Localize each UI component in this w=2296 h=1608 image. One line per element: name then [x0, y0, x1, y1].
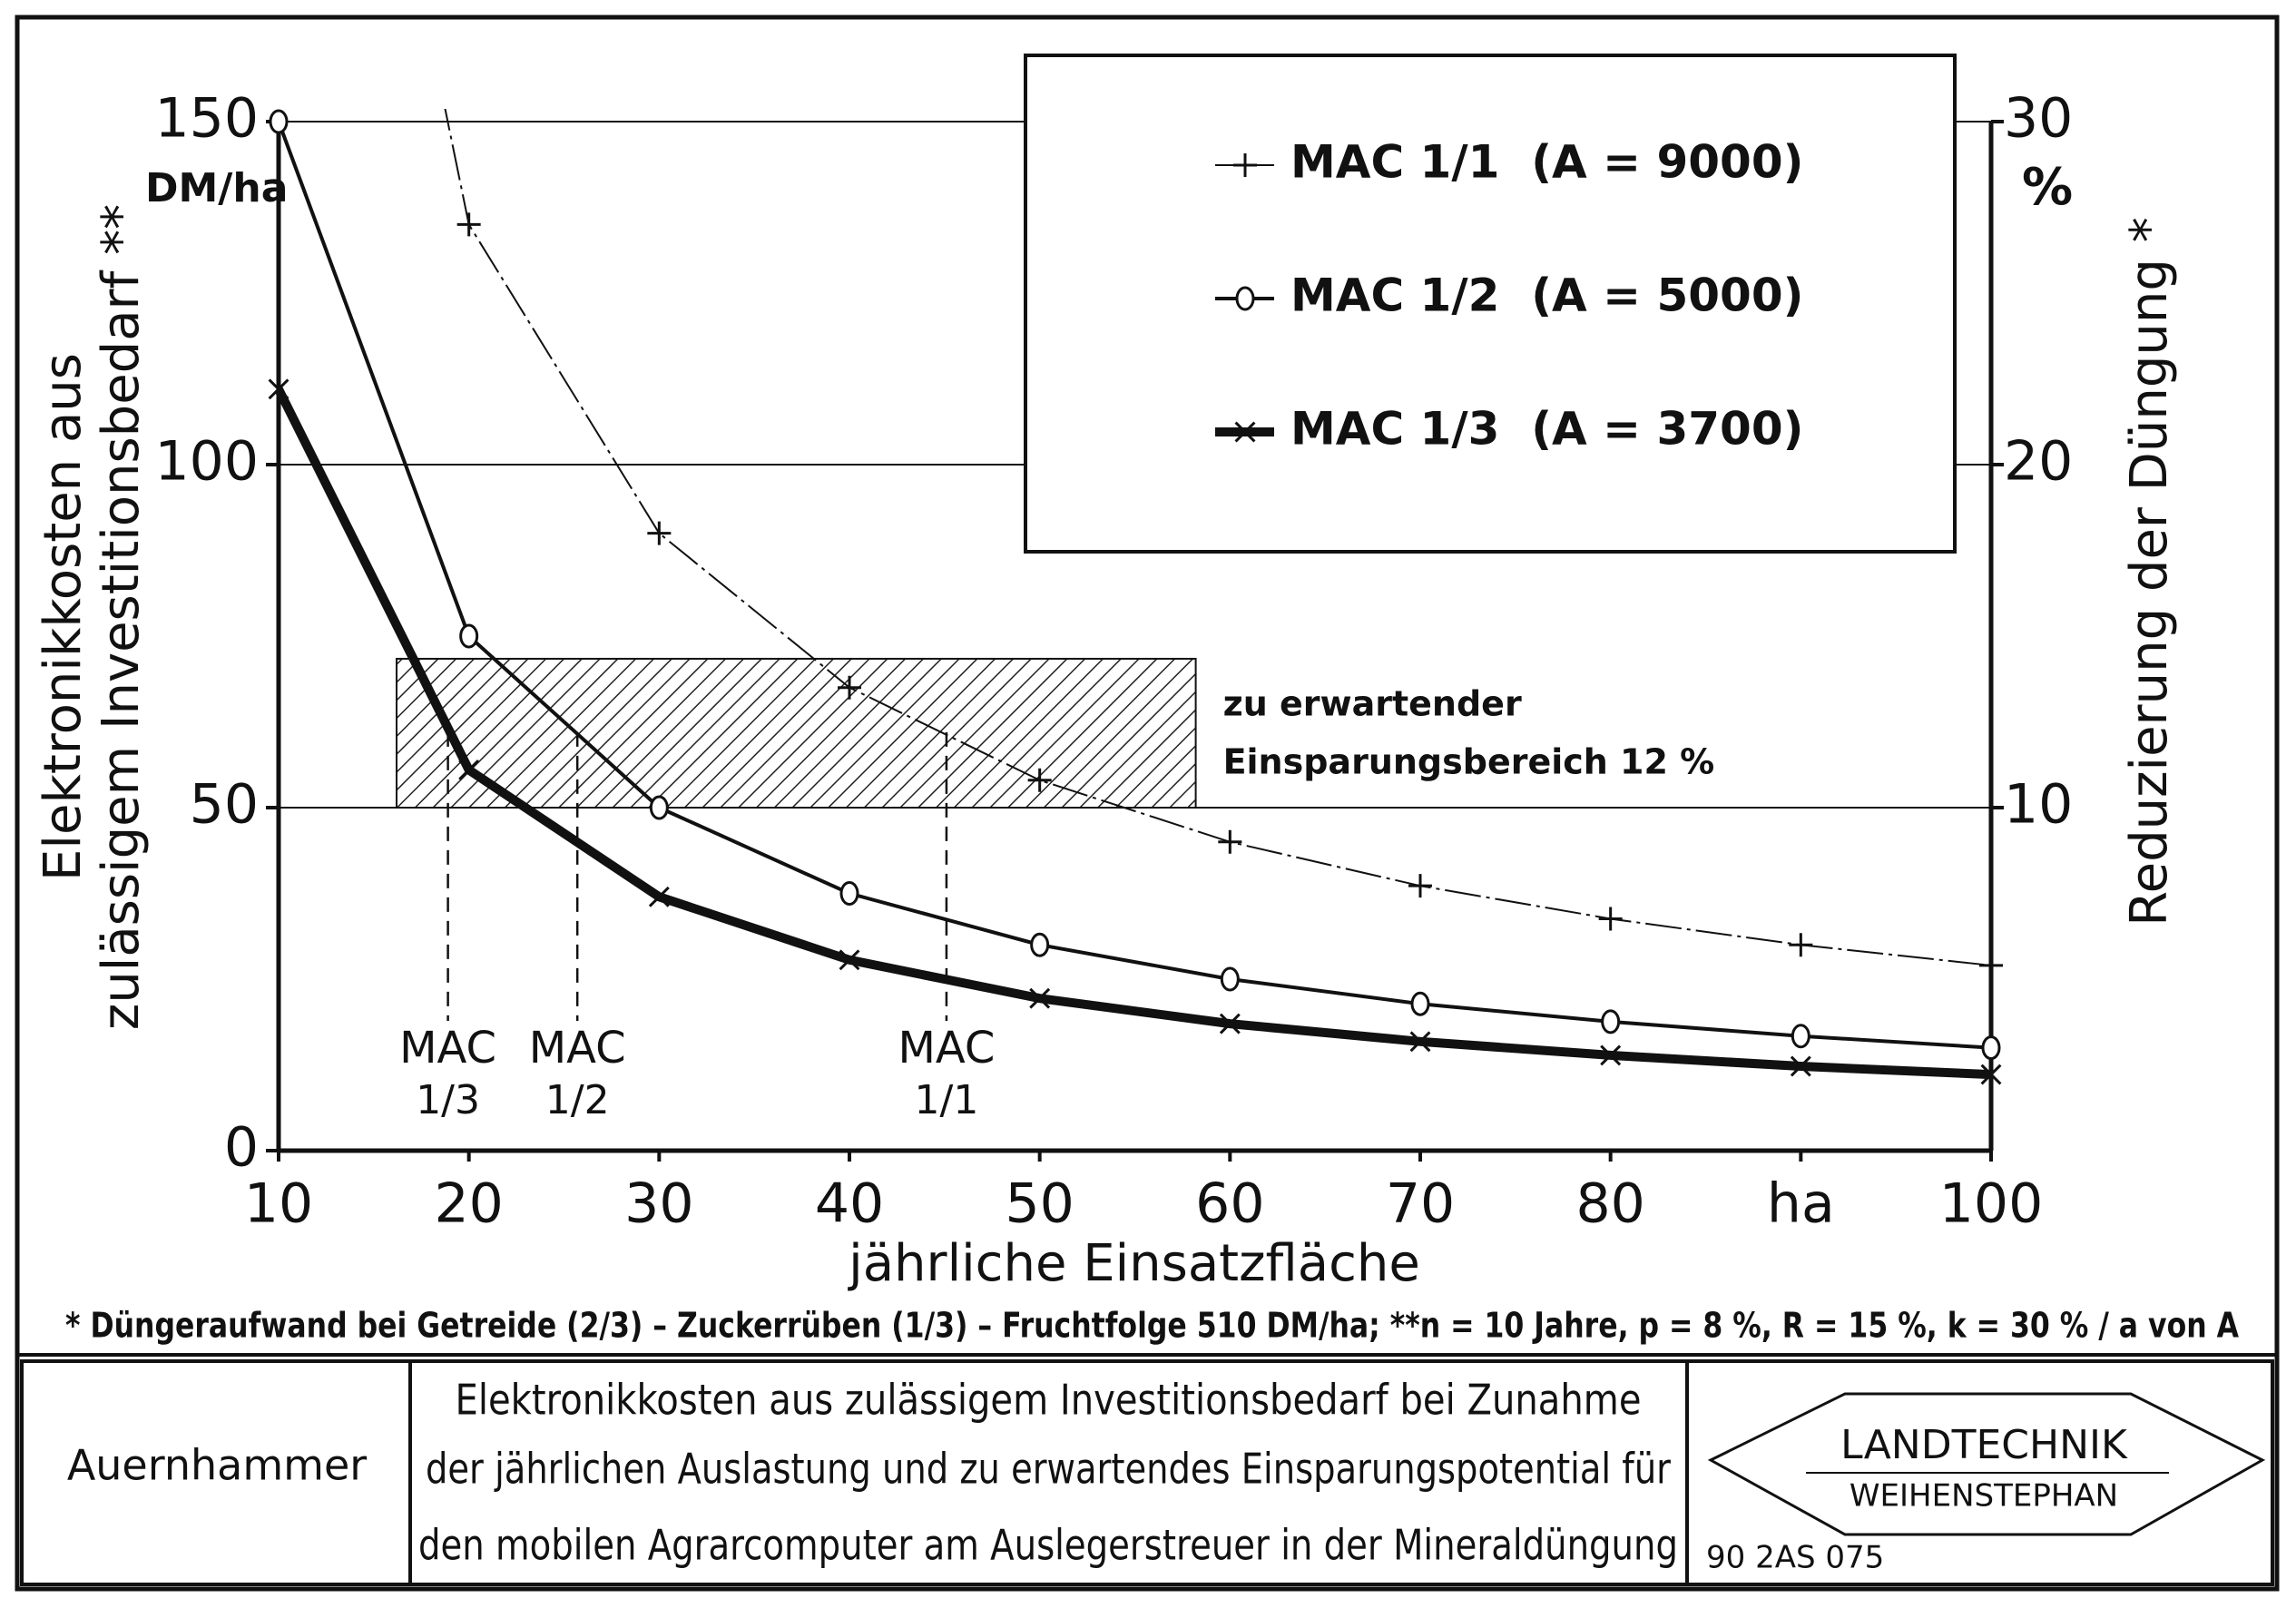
y-axis-label: zulässigem Investitionsbedarf **: [92, 204, 151, 1030]
data-point: [458, 759, 480, 780]
threshold-label: 1/1: [915, 1077, 979, 1123]
y2-tick-label: 10: [2004, 773, 2073, 837]
region-label: Einsparungsbereich 12 %: [1223, 741, 1715, 781]
x-tick-label: 50: [1005, 1172, 1074, 1236]
data-point: [1601, 1009, 1621, 1034]
plot: 0 50 100 150 10 20 30 10 20 30 40 50 60 70 80 ha 100 zu e…: [154, 54, 2073, 1236]
code: 90 2AS 075: [1706, 1540, 1884, 1576]
data-point: [1027, 768, 1052, 792]
series-line: [274, 387, 1992, 1080]
data-point: [1218, 829, 1242, 854]
y2-tick-label: 20: [2004, 430, 2073, 494]
x-tick-label: 100: [1939, 1172, 2044, 1236]
series-line: [277, 121, 1992, 1050]
series-area: [268, 109, 2003, 1085]
x-tick-label: 10: [244, 1172, 313, 1236]
data-point: [1030, 932, 1050, 957]
region-label: zu erwartender: [1223, 683, 1522, 723]
logo-shape: [1707, 1392, 2266, 1536]
x-tick-label: 70: [1386, 1172, 1455, 1236]
data-point: [1600, 1044, 1622, 1066]
y-tick-label: 0: [224, 1116, 259, 1180]
x-tick-label: 40: [815, 1172, 884, 1236]
data-point: [647, 521, 672, 545]
y2-unit: %: [2022, 158, 2073, 217]
legend-label: MAC 1/3 (A = 3700): [1290, 403, 1803, 456]
footnote: * Düngeraufwand bei Getreide (2/3) – Zuc…: [65, 1306, 2239, 1346]
x-tick-label: 60: [1195, 1172, 1264, 1236]
y-tick-label: 50: [190, 773, 259, 837]
threshold-label: 1/2: [545, 1077, 610, 1123]
data-point: [268, 378, 289, 400]
title-line: den mobilen Agrarcomputer am Auslegerstr…: [418, 1521, 1678, 1570]
data-point: [1219, 1013, 1241, 1034]
legend-marker: [1235, 286, 1255, 311]
y-unit: DM/ha: [145, 165, 288, 211]
author: Auernhammer: [67, 1441, 367, 1490]
data-point: [456, 212, 481, 237]
y2-tick-label: 30: [2004, 87, 2073, 151]
x-tick-label: 80: [1575, 1172, 1644, 1236]
threshold-label: MAC: [898, 1023, 995, 1074]
data-point: [1791, 1024, 1810, 1049]
title-block-frame: [20, 1359, 2274, 1586]
data-point: [1979, 953, 2003, 977]
legend-marker: [1233, 153, 1257, 177]
threshold-label: 1/3: [416, 1077, 480, 1123]
legend-marker: [1234, 421, 1256, 443]
data-point: [1790, 1055, 1811, 1077]
x-tick-label: 20: [434, 1172, 503, 1236]
legend: MAC 1/1 (A = 9000) MAC 1/2 (A = 5000) MAC …: [1024, 54, 1957, 554]
data-point: [649, 795, 669, 820]
logo-text: WEIHENSTEPHAN: [1850, 1478, 2118, 1515]
y-axis-label: Elektronikkosten aus: [34, 353, 93, 881]
y-tick-label: 150: [154, 87, 259, 151]
data-point: [839, 881, 859, 906]
y-tick-label: 100: [154, 430, 259, 494]
outer-frame: [15, 15, 2280, 1592]
legend-box: [1024, 54, 1957, 554]
threshold-label: MAC: [399, 1023, 496, 1074]
data-point: [1410, 991, 1430, 1016]
data-point: [1029, 987, 1051, 1009]
data-point: [1981, 1035, 2001, 1061]
x-axis-label: jährliche Einsatzfläche: [847, 1234, 1420, 1293]
x-tick-label: ha: [1767, 1172, 1835, 1236]
data-point: [1408, 874, 1432, 898]
data-point: [839, 949, 860, 971]
y2-axis-label: Reduzierung der Düngung *: [2120, 217, 2179, 926]
threshold-label: MAC: [529, 1023, 626, 1074]
data-point: [1789, 933, 1813, 957]
data-point: [1220, 966, 1240, 992]
x-tick-label: 30: [624, 1172, 693, 1236]
data-point: [648, 886, 670, 907]
legend-label: MAC 1/2 (A = 5000): [1290, 270, 1803, 322]
title-line: der jährlichen Auslastung und zu erwarte…: [426, 1445, 1671, 1494]
logo-text: LANDTECHNIK: [1840, 1422, 2128, 1468]
title-line: Elektronikkosten aus zulässigem Investit…: [456, 1376, 1642, 1425]
data-point: [1409, 1031, 1431, 1053]
data-point: [838, 675, 861, 700]
data-point: [1598, 907, 1623, 931]
legend-label: MAC 1/1 (A = 9000): [1290, 136, 1803, 189]
data-point: [269, 109, 289, 134]
shaded-region: [395, 657, 1197, 809]
series-line: [444, 109, 1992, 966]
data-point: [1980, 1064, 2002, 1085]
data-point: [459, 623, 479, 649]
